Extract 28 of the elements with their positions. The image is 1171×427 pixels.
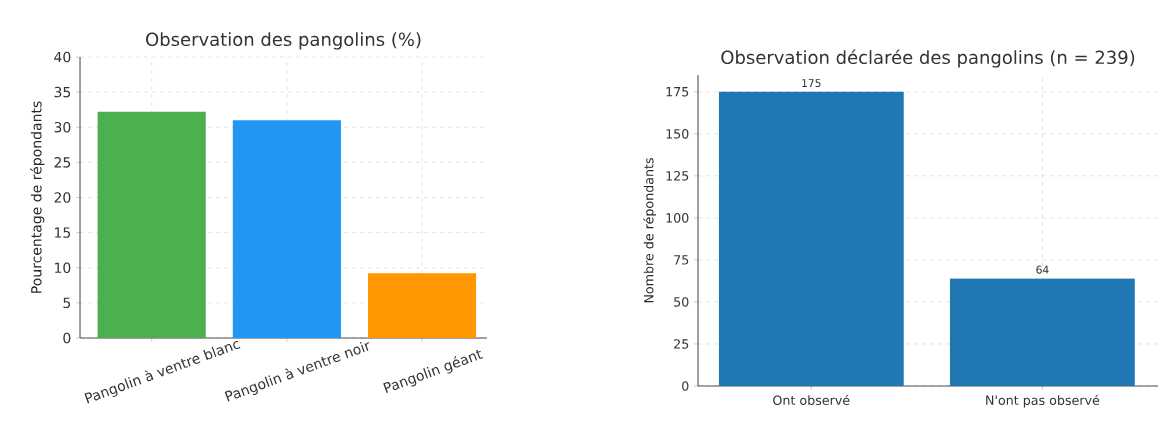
chart-title: Observation déclarée des pangolins (n = 239) (721, 49, 1135, 68)
x-tick-label: Ont observé (773, 394, 850, 406)
y-tick-label: 0 (682, 381, 689, 391)
y-tick-label: 25 (674, 339, 689, 349)
y-tick-label: 5 (63, 297, 71, 309)
y-tick-label: 150 (666, 129, 689, 139)
bar (368, 273, 477, 338)
y-tick-label: 125 (666, 171, 689, 181)
data-label: 175 (802, 79, 821, 88)
y-tick-label: 20 (54, 192, 71, 203)
chart-title: Observation des pangolins (%) (146, 32, 421, 50)
y-axis-title: Nombre de répondants (643, 158, 656, 303)
y-tick-label: 40 (54, 51, 71, 63)
y-tick-label: 10 (55, 262, 71, 274)
y-tick-label: 30 (54, 121, 71, 133)
y-tick-label: 100 (666, 213, 689, 223)
y-tick-label: 0 (63, 332, 71, 344)
y-axis-title: Pourcentage de répondants (30, 101, 45, 293)
x-tick-label: N'ont pas observé (986, 394, 1100, 408)
y-tick-label: 25 (54, 157, 71, 168)
bar (232, 120, 341, 338)
data-label: 64 (1036, 265, 1049, 274)
y-tick-label: 75 (674, 255, 689, 265)
y-tick-label: 50 (674, 297, 689, 307)
y-tick-label: 35 (54, 86, 71, 98)
y-tick-label: 175 (666, 87, 689, 97)
bar (97, 111, 206, 338)
y-tick-label: 15 (55, 227, 71, 238)
